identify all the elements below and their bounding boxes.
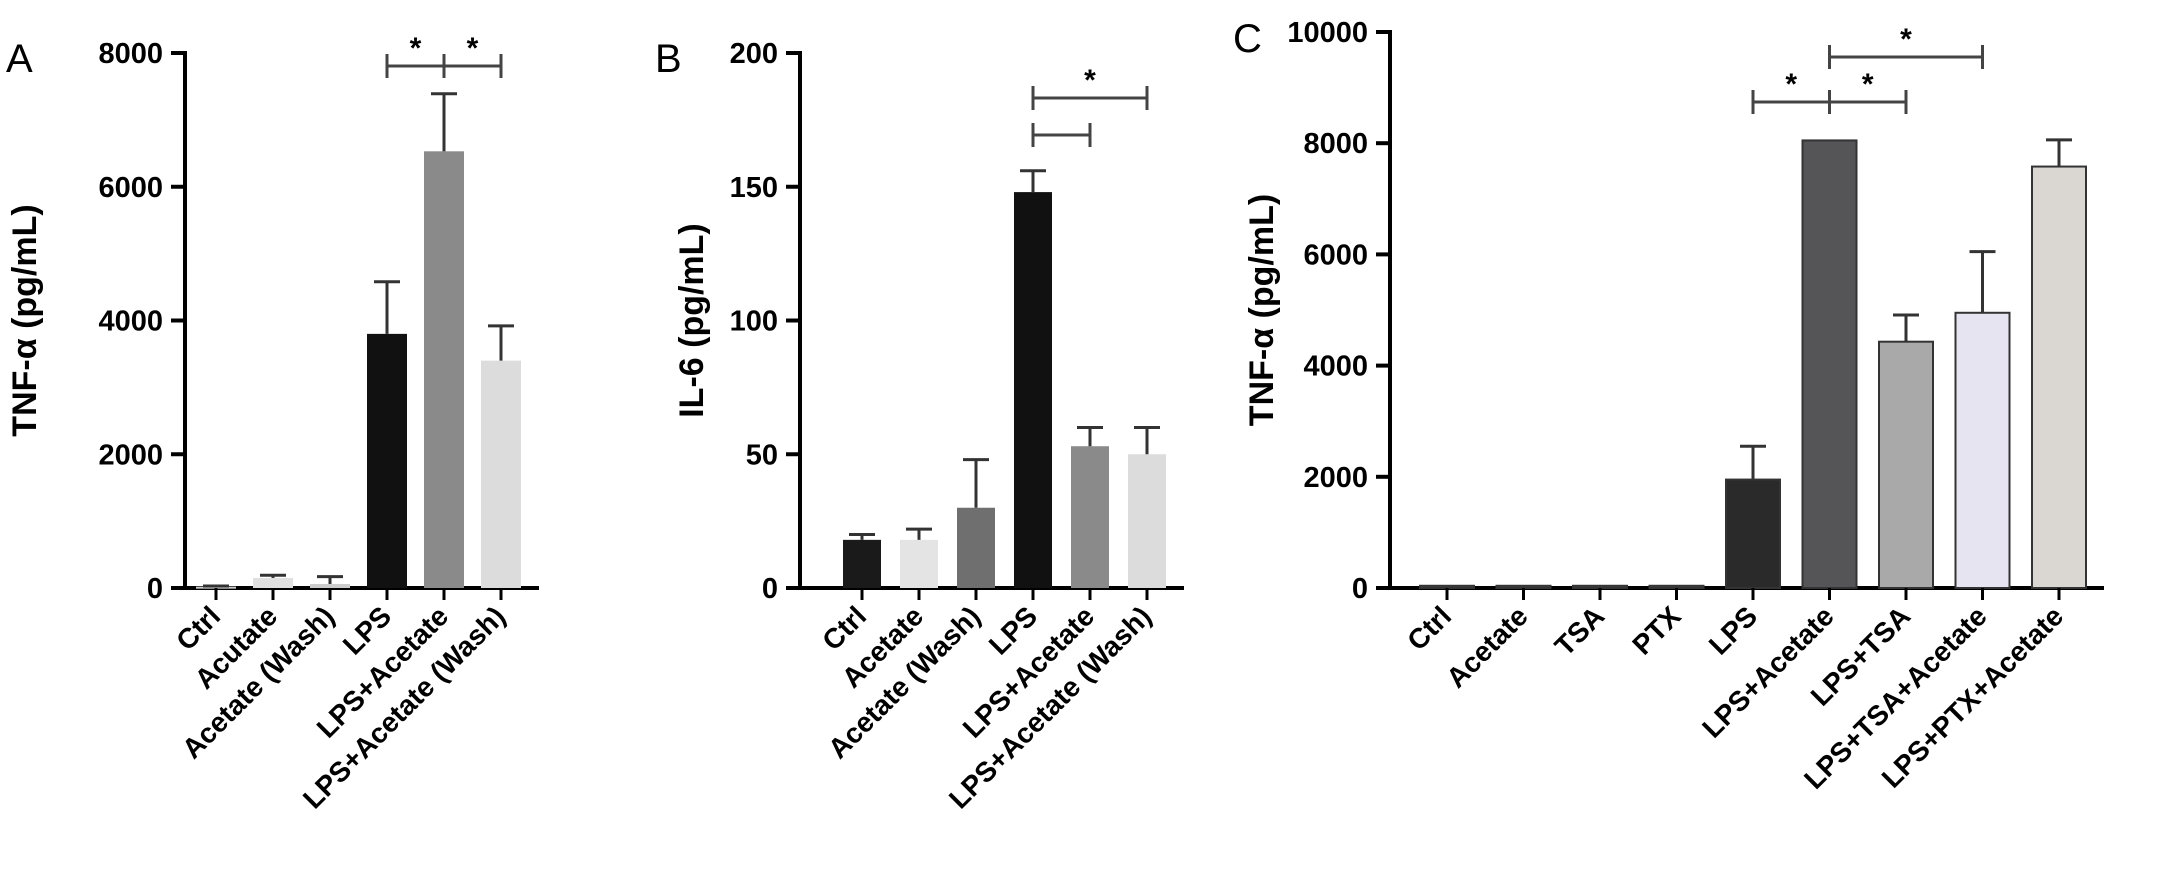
x-tick-label: LPS (1703, 600, 1763, 660)
significance-label: * (1084, 64, 1096, 97)
y-tick-label: 2000 (1303, 462, 1368, 494)
x-tick-label: Ctrl (1401, 600, 1457, 656)
significance-label: * (1900, 23, 1912, 56)
bar-4 (367, 333, 407, 588)
y-tick-label: 0 (1352, 573, 1368, 605)
bar-3 (957, 507, 995, 588)
bar-2 (900, 539, 938, 588)
x-tick-label: Acetate (1440, 600, 1533, 693)
bar-5 (1071, 446, 1109, 588)
bar-6 (1801, 139, 1858, 589)
bar-3 (310, 583, 350, 588)
y-tick-label: 0 (147, 573, 163, 605)
bar-6 (1128, 454, 1166, 588)
y-tick-label: 200 (730, 38, 778, 70)
y-tick-label: 6000 (98, 172, 163, 204)
y-axis-title: IL-6 (pg/mL) (673, 223, 711, 418)
x-tick-label: LPS+Acetate (1696, 600, 1840, 744)
y-tick-label: 4000 (98, 306, 163, 338)
y-tick-label: 100 (730, 306, 778, 338)
panel-letter: C (1233, 17, 1262, 61)
y-tick-label: 8000 (98, 38, 163, 70)
bar-2 (253, 577, 293, 588)
bar-7 (1878, 340, 1934, 589)
x-tick-label: TSA (1549, 600, 1611, 662)
y-tick-label: 2000 (98, 439, 163, 471)
significance-label: * (467, 32, 479, 65)
y-axis-title: TNF-α (pg/mL) (1243, 194, 1281, 426)
bar-1 (196, 586, 236, 589)
y-tick-label: 0 (762, 573, 778, 605)
y-tick-label: 50 (746, 439, 778, 471)
panel-letter: B (655, 37, 682, 81)
bar-8 (1954, 311, 2011, 589)
bar-5 (1725, 478, 1781, 589)
bar-4 (1014, 192, 1052, 588)
panel-letter: A (6, 37, 33, 81)
significance-label: * (410, 32, 422, 65)
y-axis-title: TNF-α (pg/mL) (6, 204, 44, 436)
y-tick-label: 150 (730, 172, 778, 204)
significance-label: * (1785, 68, 1797, 101)
bar-1 (843, 539, 881, 588)
bar-5 (424, 151, 464, 588)
bar-2 (1495, 584, 1552, 590)
bar-3 (1572, 584, 1628, 590)
y-tick-label: 10000 (1287, 17, 1368, 49)
chart-panel-c: C 0 2000 4000 6000 8000 10000 TNF-α (pg/mL) Ctrl… (1233, 17, 2104, 795)
y-tick-label: 6000 (1303, 239, 1368, 271)
significance-label: * (1862, 68, 1874, 101)
x-tick-label: PTX (1626, 600, 1687, 661)
bar-1 (1419, 584, 1475, 590)
bar-9 (2031, 165, 2087, 589)
bar-4 (1648, 584, 1705, 590)
y-tick-label: 4000 (1303, 351, 1368, 383)
bar-6 (481, 360, 521, 588)
y-tick-label: 8000 (1303, 128, 1368, 160)
